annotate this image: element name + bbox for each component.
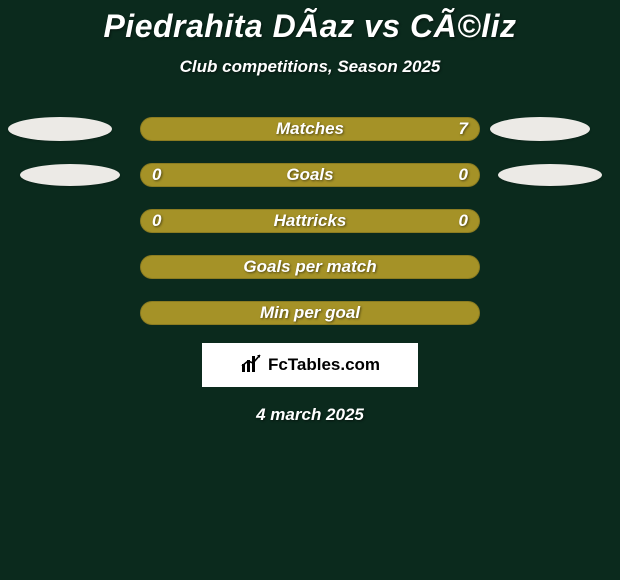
decor-ellipse [20, 164, 120, 186]
stat-right-value: 0 [459, 211, 468, 231]
page-title: Piedrahita DÃ­az vs CÃ©liz [0, 8, 620, 45]
stat-label: Matches [276, 119, 344, 139]
stat-row: Min per goal [0, 301, 620, 325]
stat-bar: Matches 7 [140, 117, 480, 141]
stat-label: Goals [286, 165, 333, 185]
date-text: 4 march 2025 [0, 405, 620, 425]
subtitle: Club competitions, Season 2025 [0, 57, 620, 77]
stat-row: Hattricks 0 0 [0, 209, 620, 233]
stat-label: Min per goal [260, 303, 360, 323]
stat-rows: Matches 7 Goals 0 0 Hattricks 0 0 Goals per matc… [0, 117, 620, 325]
decor-ellipse [490, 117, 590, 141]
comparison-card: Piedrahita DÃ­az vs CÃ©liz Club competit… [0, 0, 620, 580]
stat-bar: Hattricks 0 0 [140, 209, 480, 233]
stat-label: Hattricks [274, 211, 347, 231]
stat-row: Goals per match [0, 255, 620, 279]
stat-right-value: 0 [459, 165, 468, 185]
decor-ellipse [8, 117, 112, 141]
stat-left-value: 0 [152, 165, 161, 185]
stat-bar: Goals 0 0 [140, 163, 480, 187]
decor-ellipse [498, 164, 602, 186]
branding-text: FcTables.com [268, 355, 380, 375]
stat-bar: Goals per match [140, 255, 480, 279]
stat-bar: Min per goal [140, 301, 480, 325]
chart-icon [240, 352, 262, 379]
stat-right-value: 7 [459, 119, 468, 139]
stat-left-value: 0 [152, 211, 161, 231]
branding-box: FcTables.com [202, 343, 418, 387]
stat-label: Goals per match [243, 257, 376, 277]
